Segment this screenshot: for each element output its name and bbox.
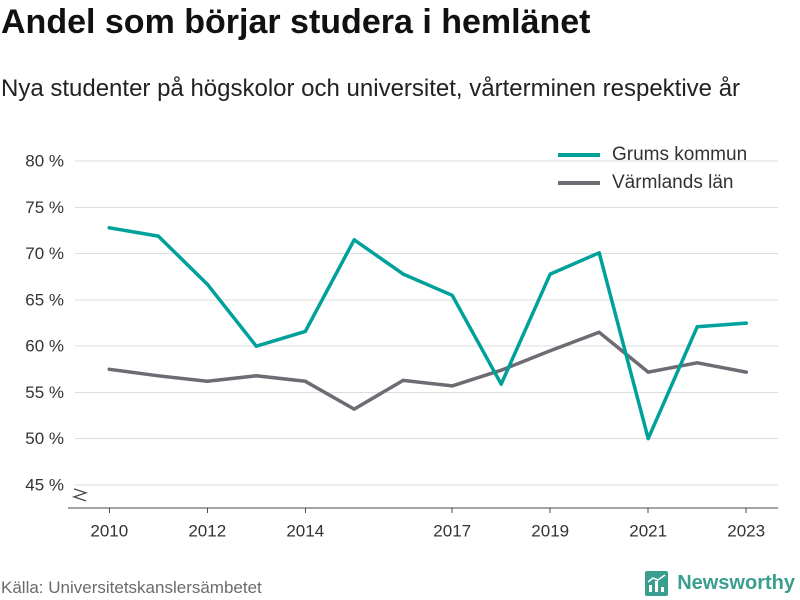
varmlands-lan-point-2018 (499, 368, 503, 372)
legend-swatch-grums-kommun (558, 153, 600, 157)
varmlands-lan-point-2021 (646, 370, 650, 374)
y-tick-label-50: 50 % (25, 429, 64, 448)
varmlands-lan-point-2019 (548, 349, 552, 353)
x-tick-label-2010: 2010 (90, 522, 128, 541)
legend: Grums kommun Värmlands län (558, 141, 747, 197)
y-tick-label-65: 65 % (25, 290, 64, 309)
source-note: Källa: Universitetskanslersämbetet (1, 578, 262, 597)
varmlands-lan-series (107, 330, 748, 411)
grums-kommun-point-2022 (695, 325, 699, 329)
chart-title: Andel som börjar studera i hemlänet (1, 3, 591, 41)
x-axis: 2010 2012 2014 2017 2019 2021 2023 (68, 507, 778, 541)
varmlands-lan-point-2013 (254, 374, 258, 378)
grums-kommun-point-2020 (597, 251, 601, 255)
varmlands-lan-point-2012 (205, 379, 209, 383)
varmlands-lan-point-2011 (156, 374, 160, 378)
x-tick-label-2017: 2017 (433, 522, 471, 541)
y-tick-label-60: 60 % (25, 337, 64, 356)
x-tick-label-2019: 2019 (531, 522, 569, 541)
varmlands-lan-point-2020 (597, 330, 601, 334)
brand-logo: Newsworthy (645, 569, 795, 597)
y-tick-label-75: 75 % (25, 198, 64, 217)
axis-break-marker (71, 488, 89, 502)
legend-item-varmlands-lan: Värmlands län (558, 169, 747, 197)
y-tick-label-80: 80 % (25, 152, 64, 171)
gridlines (75, 160, 778, 486)
series (107, 226, 748, 441)
x-tick-label-2021: 2021 (629, 522, 667, 541)
y-tick-label-45: 45 % (25, 475, 64, 494)
grums-kommun-series (107, 226, 748, 441)
chart-subtitle: Nya studenter på högskolor och universit… (1, 75, 741, 102)
grums-kommun-point-2012 (205, 282, 209, 286)
legend-item-grums-kommun: Grums kommun (558, 141, 747, 169)
legend-swatch-varmlands-lan (558, 181, 600, 185)
bar-chart-icon (645, 570, 669, 596)
x-tick-label-2012: 2012 (188, 522, 226, 541)
grums-kommun-point-2019 (548, 272, 552, 276)
grums-kommun-point-2016 (401, 272, 405, 276)
grums-kommun-point-2010 (107, 226, 111, 230)
legend-label-grums-kommun: Grums kommun (612, 144, 748, 165)
varmlands-lan-point-2016 (401, 378, 405, 382)
grums-kommun-point-2015 (352, 238, 356, 242)
grums-kommun-line (107, 226, 748, 441)
varmlands-lan-point-2010 (107, 367, 111, 371)
varmlands-lan-point-2017 (450, 384, 454, 388)
grums-kommun-point-2021 (646, 437, 650, 441)
y-tick-label-55: 55 % (25, 383, 64, 402)
grums-kommun-point-2023 (744, 321, 748, 325)
y-tick-label-70: 70 % (25, 244, 64, 263)
varmlands-lan-point-2014 (303, 379, 307, 383)
varmlands-lan-point-2023 (744, 370, 748, 374)
grums-kommun-point-2013 (254, 344, 258, 348)
grums-kommun-point-2014 (303, 329, 307, 333)
grums-kommun-point-2011 (156, 234, 160, 238)
varmlands-lan-point-2022 (695, 361, 699, 365)
x-tick-label-2014: 2014 (286, 522, 324, 541)
varmlands-lan-point-2015 (352, 407, 356, 411)
x-tick-label-2023: 2023 (727, 522, 765, 541)
varmlands-lan-line (107, 330, 748, 411)
brand-name: Newsworthy (677, 572, 795, 594)
y-axis: 45 % 50 % 55 % 60 % 65 % 70 % 75 % 80 % (25, 152, 89, 502)
grums-kommun-point-2018 (499, 382, 503, 386)
legend-label-varmlands-lan: Värmlands län (612, 172, 734, 193)
grums-kommun-point-2017 (450, 293, 454, 297)
